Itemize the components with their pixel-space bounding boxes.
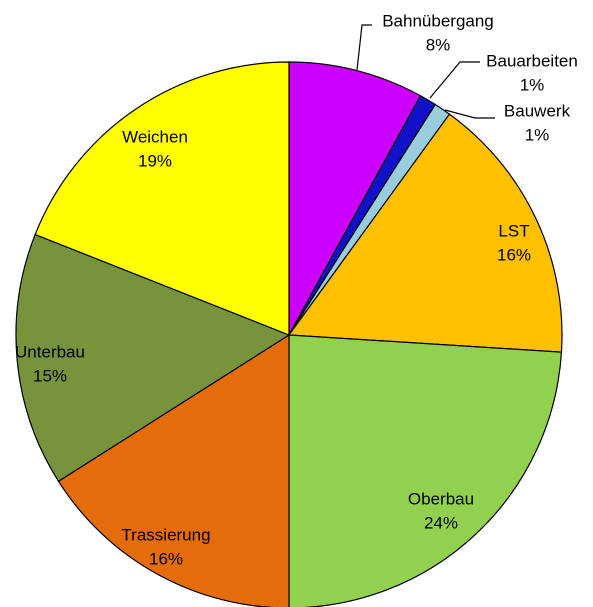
slice-label: Bahnübergang xyxy=(382,11,494,30)
leader-line xyxy=(444,109,495,119)
slice-value-label: 16% xyxy=(149,549,183,568)
slice-label: Trassierung xyxy=(121,525,210,544)
slice-label: Bauarbeiten xyxy=(486,51,578,70)
slice-label: Unterbau xyxy=(15,342,85,361)
slice-label: Weichen xyxy=(122,127,188,146)
pie-slice xyxy=(287,113,563,353)
slice-value-label: 8% xyxy=(426,35,451,54)
slice-value-label: 1% xyxy=(520,75,545,94)
slice-label: Bauwerk xyxy=(504,101,571,120)
slice-value-label: 15% xyxy=(33,366,67,385)
pie-slice xyxy=(15,233,291,483)
pie-slice xyxy=(288,334,563,607)
slice-value-label: 1% xyxy=(525,125,550,144)
slice-label: LST xyxy=(498,221,529,240)
pie-slice xyxy=(34,61,290,336)
slice-value-label: 19% xyxy=(138,151,172,170)
leader-line xyxy=(356,24,372,71)
slice-value-label: 16% xyxy=(497,245,531,264)
pie-slice xyxy=(288,61,422,336)
slice-value-label: 24% xyxy=(424,513,458,532)
slice-label: Oberbau xyxy=(408,489,474,508)
leader-line xyxy=(429,61,480,99)
